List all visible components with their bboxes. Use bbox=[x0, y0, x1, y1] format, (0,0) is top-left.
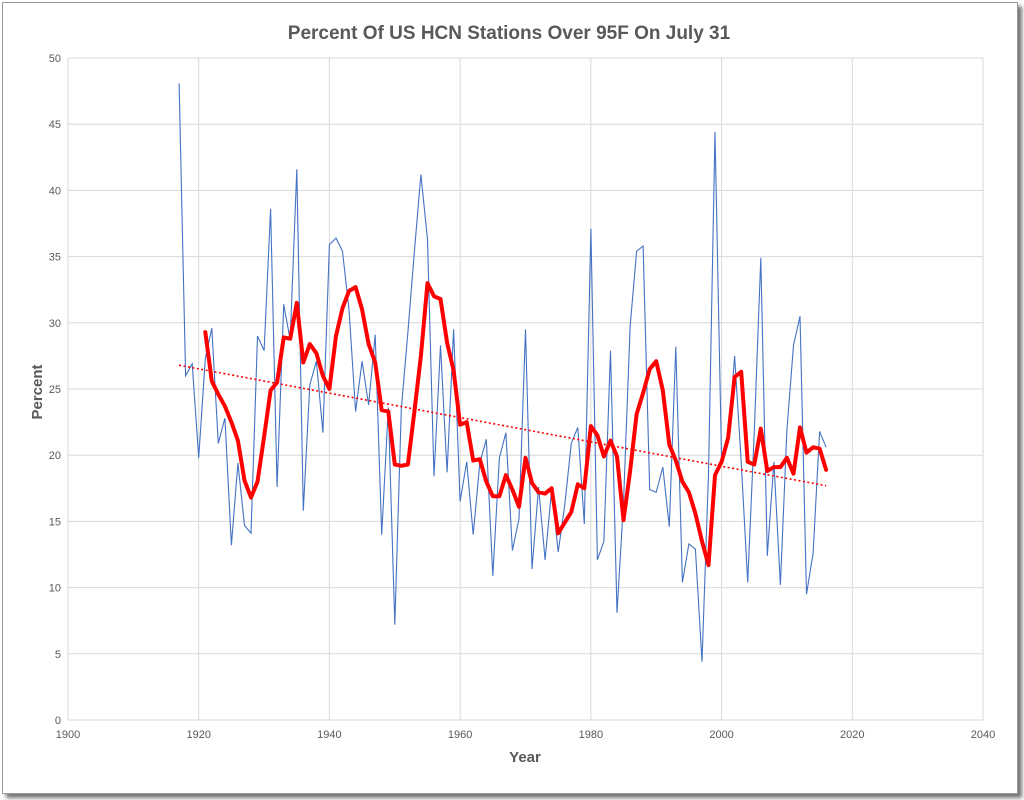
y-tick-label: 0 bbox=[55, 715, 61, 727]
y-tick-label: 15 bbox=[49, 516, 61, 528]
x-tick-label: 1920 bbox=[186, 729, 210, 741]
y-tick-label: 35 bbox=[49, 252, 61, 264]
chart-title: Percent Of US HCN Stations Over 95F On J… bbox=[288, 23, 731, 44]
y-tick-label: 45 bbox=[49, 119, 61, 131]
annual-series-line bbox=[178, 83, 827, 662]
x-axis-title: Year bbox=[509, 749, 541, 766]
x-tick-label: 1900 bbox=[56, 729, 80, 741]
moving-average-series-line bbox=[203, 281, 829, 568]
x-tick-label: 1960 bbox=[448, 729, 472, 741]
line-chart: Percent Of US HCN Stations Over 95F On J… bbox=[29, 23, 995, 766]
x-tick-label: 2020 bbox=[840, 729, 864, 741]
y-axis-title: Percent bbox=[29, 364, 46, 419]
y-tick-label: 50 bbox=[49, 53, 61, 65]
x-tick-label: 2040 bbox=[971, 729, 995, 741]
chart-series bbox=[178, 83, 829, 662]
gridlines bbox=[67, 57, 984, 721]
x-tick-label: 1980 bbox=[579, 729, 603, 741]
trend-series-line bbox=[178, 364, 827, 487]
x-axis-tick-labels: 1900 1920 1940 1960 1980 2000 2020 2040 bbox=[56, 729, 995, 741]
x-tick-label: 2000 bbox=[709, 729, 733, 741]
x-tick-label: 1940 bbox=[317, 729, 341, 741]
y-tick-label: 25 bbox=[49, 384, 61, 396]
y-tick-label: 40 bbox=[49, 185, 61, 197]
y-axis-tick-labels: 0 5 10 15 20 25 30 35 40 45 50 bbox=[49, 53, 61, 727]
y-tick-label: 20 bbox=[49, 450, 61, 462]
y-tick-label: 5 bbox=[55, 649, 61, 661]
y-tick-label: 10 bbox=[49, 583, 61, 595]
y-tick-label: 30 bbox=[49, 318, 61, 330]
